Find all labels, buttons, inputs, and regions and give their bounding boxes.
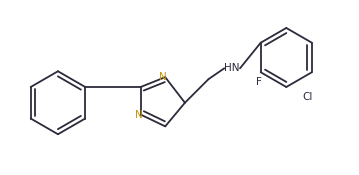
Text: N: N (135, 110, 143, 120)
Text: Cl: Cl (303, 92, 313, 102)
Text: N: N (159, 72, 167, 82)
Text: HN: HN (224, 63, 240, 73)
Text: F: F (256, 77, 262, 87)
